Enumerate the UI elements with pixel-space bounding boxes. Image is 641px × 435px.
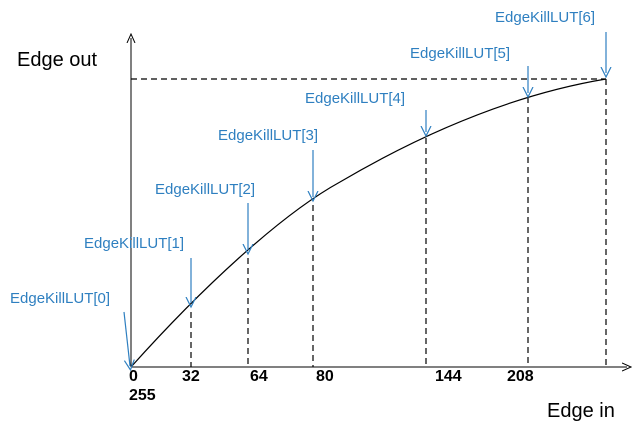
lut-label-6: EdgeKillLUT[6] [495, 9, 595, 26]
dashed-guides [131, 78, 607, 367]
tick-label-80: 80 [316, 368, 334, 385]
tick-label-0: 0 [129, 368, 138, 385]
max-output-label: 255 [129, 387, 156, 404]
tick-label-32: 32 [182, 368, 200, 385]
tick-label-64: 64 [250, 368, 268, 385]
lut-label-4: EdgeKillLUT[4] [305, 90, 405, 107]
lut-label-2: EdgeKillLUT[2] [155, 181, 255, 198]
lut-label-3: EdgeKillLUT[3] [218, 127, 318, 144]
edge-curve [130, 78, 607, 368]
x-axis-title: Edge in [547, 400, 615, 422]
lut-label-1: EdgeKillLUT[1] [84, 235, 184, 252]
lut-label-5: EdgeKillLUT[5] [410, 45, 510, 62]
tick-label-208: 208 [507, 368, 534, 385]
lut-arrow-0 [123, 311, 130, 366]
lut-annotations: EdgeKillLUT[0] EdgeKillLUT[1] EdgeKillLU… [10, 9, 606, 366]
lut-label-0: EdgeKillLUT[0] [10, 290, 110, 307]
tick-label-144: 144 [435, 368, 462, 385]
y-axis-title: Edge out [17, 49, 98, 71]
